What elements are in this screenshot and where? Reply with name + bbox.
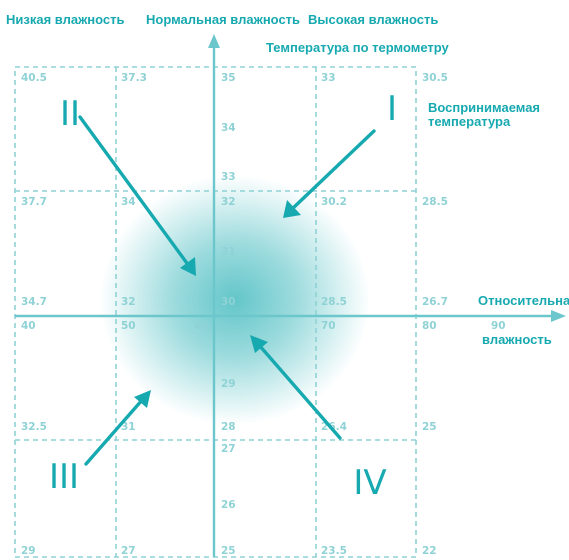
thermometer-tick: 29 [221,378,236,390]
humidity-tick: 90 [491,320,506,332]
zone-label-iii: III [49,457,79,497]
thermometer-tick: 35 [221,72,236,84]
perceived-temp-label-line1: Воспринимаемая [428,100,540,115]
normal-humidity-label: Нормальная влажность [146,12,300,27]
humidity-tick: 70 [321,320,336,332]
thermometer-tick: 28 [221,421,236,433]
perceived-value: 34 [121,196,136,208]
perceived-value: 40.5 [21,72,47,84]
thermometer-tick: 27 [221,443,236,455]
perceived-value: 28.5 [321,296,347,308]
perceived-value: 25 [422,421,437,433]
dashed-grid [14,66,417,558]
perceived-value: 29 [21,545,36,557]
thermometer-temp-label: Температура по термометру [266,40,450,55]
zone-i-arrow [289,129,376,212]
zone-iii-arrowhead [134,390,151,408]
perceived-value: 22 [422,545,437,557]
relative-humidity-label-line2: влажность [482,332,552,347]
perceived-value: 30.2 [321,196,347,208]
perceived-value: 37.7 [21,196,47,208]
temperature-axis-arrowhead [208,34,220,48]
humidity-ticks: 40 50 60 70 80 90 [21,320,506,332]
thermometer-tick: 25 [221,545,236,557]
perceived-value: 27 [121,545,136,557]
thermometer-tick: 34 [221,122,236,134]
perceived-value: 26.7 [422,296,448,308]
thermometer-tick: 30 [221,296,236,308]
zone-ii-arrowhead [180,257,196,276]
thermometer-tick: 33 [221,171,236,183]
thermometer-tick: 32 [221,196,236,208]
perceived-value: 31 [121,421,136,433]
perceived-value: 30.5 [422,72,448,84]
axes [15,34,566,557]
perceived-value: 34.7 [21,296,47,308]
low-humidity-label: Низкая влажность [6,12,125,27]
humidity-axis-arrowhead [551,310,566,322]
relative-humidity-label-line1: Относительная [478,293,569,308]
zone-iv-arrowhead [250,335,268,353]
zone-iv-arrow [257,343,342,440]
perceived-values: 40.5 37.3 33 30.5 37.7 34 30.2 28.5 34.7… [21,72,448,557]
perceived-value: 37.3 [121,72,147,84]
high-humidity-label: Высокая влажность [308,12,438,27]
zone-label-ii: II [60,94,80,134]
zone-label-iv: IV [353,463,386,503]
humidity-tick: 80 [422,320,437,332]
zone-ii-arrow [78,115,191,268]
zone-i-arrowhead [283,200,301,218]
humidity-tick: 50 [121,320,136,332]
humidity-tick: 60 [194,320,209,332]
zone-iii-arrow [84,397,145,466]
perceived-temp-label-line2: температура [428,114,511,129]
perceived-value: 23.5 [321,545,347,557]
zone-arrows [78,115,376,466]
perceived-value: 33 [321,72,336,84]
thermometer-ticks: 35 34 33 32 31 30 29 28 27 26 25 [221,72,236,557]
thermometer-tick: 26 [221,499,236,511]
perceived-value: 32 [121,296,136,308]
zone-label-i: I [387,89,397,129]
humidity-tick: 40 [21,320,36,332]
thermometer-tick: 31 [221,246,236,258]
perceived-value: 28.5 [422,196,448,208]
perceived-value: 32.5 [21,421,47,433]
